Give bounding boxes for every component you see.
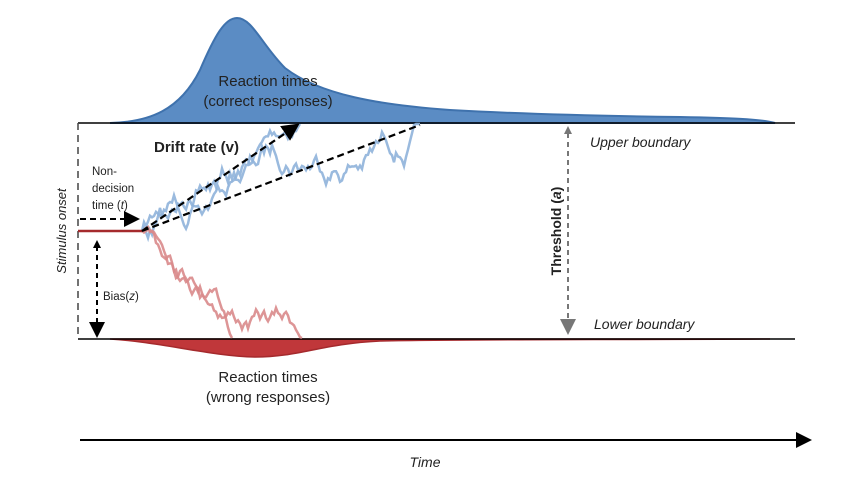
lower-boundary-label: Lower boundary [594,316,695,332]
non-decision-label-2: decision [92,183,134,195]
bias-label: Bias(z) [103,291,139,303]
rt-correct-label-1: Reaction times [218,73,317,90]
random-walk-path [141,228,303,340]
random-walk-path [140,122,420,243]
non-decision-label-3: time (t) [92,200,128,212]
drift-rate-arrow-1 [141,123,300,232]
stimulus-onset-label: Stimulus onset [54,187,69,274]
time-label: Time [410,454,441,470]
drift-rate-label: Drift rate (v) [154,139,239,156]
upper-boundary-label: Upper boundary [590,134,691,150]
rt-wrong-label-2: (wrong responses) [206,389,330,406]
random-walks [140,122,420,340]
correct-rt-distribution [109,16,776,124]
non-decision-label-1: Non- [92,166,117,178]
drift-rate-arrow-2 [141,123,421,233]
rt-correct-label-2: (correct responses) [203,93,332,110]
bias-arrow-head-up [93,240,101,248]
rt-wrong-label-1: Reaction times [218,369,317,386]
threshold-label: Threshold (a) [548,187,564,276]
random-walk-path [140,123,302,232]
wrong-rt-distribution [109,338,771,358]
threshold-arrow-head-up [564,126,572,134]
